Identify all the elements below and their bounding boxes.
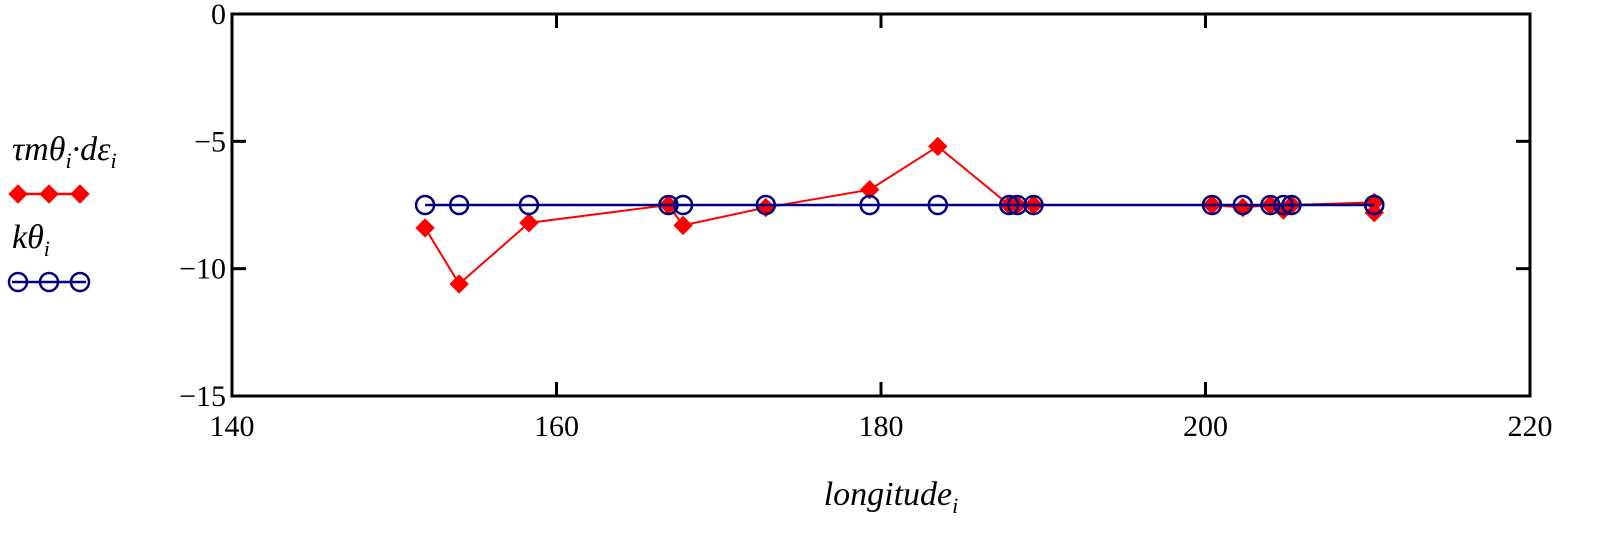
legend-label: kθi: [12, 219, 50, 261]
x-axis-label-main: longitude: [824, 476, 952, 513]
series-1: [415, 136, 1384, 294]
data-point: [449, 274, 469, 294]
y-tick-label: −5: [194, 125, 226, 158]
legend-text: kθ: [12, 219, 44, 256]
x-tick-label: 220: [1508, 410, 1553, 443]
data-point: [519, 213, 539, 233]
data-point: [518, 194, 540, 216]
data-point: [1363, 194, 1385, 216]
legend-marker: [70, 184, 90, 204]
legend-subscript: i: [110, 148, 116, 173]
tick-labels: 140 160 180 200 220 0 −5 −10 −15: [179, 0, 1552, 443]
data-point: [673, 215, 693, 236]
data-point: [672, 194, 694, 216]
data-point: [415, 218, 435, 238]
data-point: [928, 136, 948, 157]
data-point: [927, 194, 949, 216]
data-point: [1281, 194, 1302, 216]
data-point: [1201, 194, 1223, 216]
x-tick-label: 160: [534, 410, 579, 443]
legend-entry-2: kθi: [7, 219, 91, 293]
legend-label: τmθi·dεi: [12, 131, 117, 173]
legend-marker: [39, 184, 59, 204]
x-axis-label-subscript: i: [952, 493, 958, 518]
data-point: [414, 194, 436, 216]
y-tick-label: −15: [179, 380, 226, 413]
x-tick-label: 140: [210, 410, 255, 443]
legend-text: ·dε: [72, 131, 112, 168]
data-point: [755, 194, 777, 216]
x-tick-label: 180: [859, 410, 904, 443]
data-point: [1023, 194, 1044, 216]
y-tick-label: −10: [179, 253, 226, 286]
data-point: [998, 194, 1020, 216]
legend-marker: [38, 271, 60, 293]
data-point: [859, 180, 880, 200]
legend-entry-1: τmθi·dεi: [8, 131, 117, 204]
plot-area: [230, 12, 1532, 398]
data-point: [859, 194, 880, 216]
data-point: [448, 194, 470, 216]
legend-subscript: i: [65, 148, 71, 173]
data-point: [1273, 194, 1294, 216]
legend-marker: [7, 271, 29, 293]
x-axis-label: longitudei: [824, 476, 959, 518]
data-point: [1364, 202, 1384, 223]
series-line: [424, 145, 1376, 286]
x-tick-label: 200: [1183, 410, 1228, 443]
legend-marker: [69, 271, 91, 293]
y-tick-label: 0: [211, 0, 226, 31]
data-point: [1007, 194, 1028, 216]
legend-subscript: i: [44, 236, 50, 261]
data-point: [658, 194, 679, 216]
data-point: [1232, 194, 1254, 216]
legend-text: τmθ: [12, 131, 65, 168]
legend-marker: [8, 184, 28, 204]
data-point: [1260, 194, 1281, 216]
series-2: [414, 194, 1385, 216]
